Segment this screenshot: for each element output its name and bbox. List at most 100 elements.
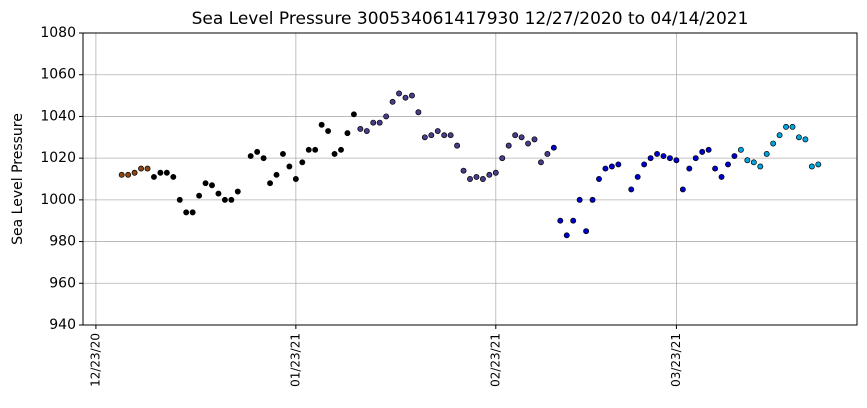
data-point [312,146,319,153]
data-point [331,151,338,157]
data-point [815,161,822,168]
data-point [138,165,144,172]
data-point [770,140,777,147]
data-point [305,146,312,153]
data-point [273,171,280,178]
data-point [602,165,609,172]
data-point [441,132,448,139]
data-point [260,155,267,162]
data-point [221,196,228,203]
x-tick-label: 01/23/21 [288,333,302,387]
data-point [434,128,441,134]
data-point [725,161,731,168]
data-point [570,217,577,224]
data-point [776,132,783,139]
data-point [686,165,693,172]
data-point [531,136,538,143]
data-point [234,188,241,195]
data-point [473,173,480,180]
y-tick-label: 1080 [40,25,76,41]
data-point [363,128,370,134]
data-point [608,163,615,170]
data-point [641,161,648,168]
data-point [402,94,409,101]
data-point [125,171,132,178]
x-tick-label: 02/23/21 [488,333,502,387]
data-point [679,186,686,193]
data-point [183,209,190,216]
data-point [409,92,415,99]
data-point [254,148,261,155]
data-point [615,161,622,168]
data-point [325,128,332,134]
data-point [589,196,596,203]
data-point [596,176,602,182]
data-point [196,192,203,199]
data-point [467,176,473,182]
data-point [673,157,680,164]
data-point [157,169,164,176]
data-point [737,146,744,153]
data-point [389,98,396,105]
data-point [757,163,764,170]
data-point [131,169,138,176]
data-point [550,144,557,151]
data-point [299,159,306,166]
x-tick-label: 03/23/21 [669,333,683,387]
y-tick-label: 1060 [40,67,76,83]
y-tick-label: 1020 [40,150,76,166]
data-point [512,132,519,139]
data-point [479,176,486,182]
y-tick-label: 940 [49,317,76,333]
data-point [505,142,512,149]
data-point [163,169,170,176]
data-point [634,173,641,180]
data-point [538,159,544,166]
data-point [583,228,590,235]
data-point [796,134,802,141]
data-point [628,186,635,193]
data-point [376,119,383,126]
data-point [789,123,796,130]
data-point [338,146,344,153]
x-tick-label: 12/23/20 [88,333,102,387]
data-point [492,169,499,176]
data-point [518,134,525,141]
chart-title: Sea Level Pressure 300534061417930 12/27… [192,9,749,29]
data-point [544,151,551,157]
data-point [699,148,706,155]
data-point [344,130,351,137]
data-point [144,165,151,172]
data-point [808,163,815,170]
data-point [692,155,699,162]
data-point [499,155,506,162]
data-point [421,134,428,141]
data-point [454,142,461,149]
data-point [647,155,654,162]
data-point [428,132,435,139]
data-point [802,136,809,143]
data-point [370,119,377,126]
y-tick-label: 1040 [40,108,76,124]
data-point [667,155,673,162]
data-point [170,173,177,180]
data-point [118,171,125,178]
data-point [712,165,719,172]
data-point [654,151,661,157]
data-point [557,217,564,224]
data-point [731,153,738,160]
data-point [660,153,667,160]
data-point [705,146,712,153]
data-point [318,121,325,128]
data-point [280,151,286,157]
data-point [189,209,196,216]
y-tick-label: 960 [49,275,76,291]
y-tick-label: 1000 [40,192,76,208]
data-point [415,109,422,116]
data-point [447,132,454,139]
data-point [150,173,157,180]
data-point [525,140,532,147]
data-point [563,232,570,239]
data-point [744,157,751,164]
